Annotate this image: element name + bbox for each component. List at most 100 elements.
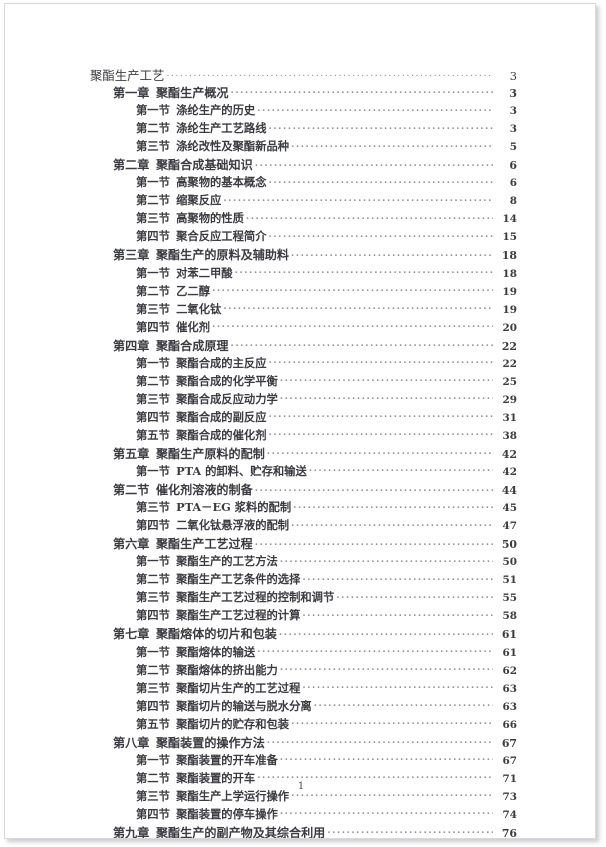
toc-entry-page-number: 3 xyxy=(509,105,517,118)
table-of-contents: 聚酯生产工艺3第一章聚酯生产概况3第一节涤纶生产的历史3第二节涤纶生产工艺路线3… xyxy=(5,4,595,839)
toc-entry-label: 第一节 PTA 的卸料、贮存和输送 xyxy=(136,463,309,479)
toc-entry-title: 涤纶生产工艺路线 xyxy=(176,121,267,136)
toc-entry-number: 第五章 xyxy=(113,446,150,461)
toc-entry-label: 第七章 聚酯熔体的切片和包装 xyxy=(113,625,279,642)
toc-entry-number: 第四节 xyxy=(136,229,170,244)
toc-entry-page-number: 19 xyxy=(502,303,517,316)
toc-entry-label: 第二节 涤纶生产工艺路线 xyxy=(136,120,269,136)
toc-entry-label: 第四节 聚合反应工程简介 xyxy=(136,228,269,244)
toc-dot-leader xyxy=(255,157,493,169)
toc-entry-title: 高聚物的基本概念 xyxy=(176,175,267,190)
toc-entry-number: 第八章 xyxy=(113,735,150,750)
toc-entry-number: 第一节 xyxy=(136,554,170,569)
toc-entry-page-number: 45 xyxy=(502,502,517,515)
toc-entry-page-number: 66 xyxy=(502,718,517,731)
toc-entry-label: 第一节 聚酯装置的开车准备 xyxy=(136,752,280,768)
toc-entry-label: 第四节 催化剂 xyxy=(136,319,212,335)
toc-entry-page-number: 3 xyxy=(509,69,517,83)
toc-entry-title: 聚酯生产概况 xyxy=(155,86,229,101)
toc-entry-number: 第三节 xyxy=(136,500,170,515)
toc-entry-title: 涤纶生产的历史 xyxy=(176,103,256,118)
toc-entry-section[interactable]: 第一节 PTA 的卸料、贮存和输送 42 xyxy=(5,463,595,481)
toc-entry-number: 第一章 xyxy=(113,86,150,101)
toc-entry-number: 第二节 xyxy=(136,193,170,208)
toc-dot-leader xyxy=(280,554,493,565)
toc-entry-label: 第三章 聚酯生产的原料及辅助料 xyxy=(113,246,291,263)
toc-entry-title: 聚酯生产的副产物及其综合利用 xyxy=(155,825,326,839)
toc-entry-label: 第三节 涤纶改性及聚酯新品种 xyxy=(136,138,291,154)
toc-entry-title[interactable]: 聚酯生产工艺 3 xyxy=(5,66,595,84)
toc-entry-label: 第一节 高聚物的基本概念 xyxy=(136,174,269,190)
toc-entry-title: 二氧化钛 xyxy=(176,301,222,316)
toc-entry-title: 聚酯合成的催化剂 xyxy=(176,427,267,442)
toc-entry-title: 高聚物的性质 xyxy=(176,211,244,226)
toc-entry-label: 第三节 聚酯切片生产的工艺过程 xyxy=(136,680,302,696)
toc-entry-page-number: 67 xyxy=(501,736,517,750)
toc-entry-label: 第五章 聚酯生产原料的配制 xyxy=(113,445,267,462)
toc-entry-page-number: 76 xyxy=(501,826,517,839)
toc-dot-leader xyxy=(280,662,493,673)
toc-entry-label: 第二节 聚酯熔体的挤出能力 xyxy=(136,662,280,678)
toc-entry-number: 第六章 xyxy=(113,537,150,552)
toc-entry-title: 聚酯装置的开车准备 xyxy=(176,752,278,767)
toc-entry-page-number: 8 xyxy=(509,195,517,208)
toc-entry-page-number: 18 xyxy=(502,267,517,280)
toc-dot-leader xyxy=(269,428,494,439)
toc-dot-leader xyxy=(280,374,493,385)
toc-entry-number: 第二章 xyxy=(113,158,150,173)
toc-entry-title: 聚酯熔体的切片和包装 xyxy=(155,627,277,642)
toc-entry-number: 第四节 xyxy=(136,319,170,334)
toc-dot-leader xyxy=(223,193,493,204)
toc-entry-number: 第三节 xyxy=(136,391,170,406)
toc-entry-section[interactable]: 第三节 PTA－EG 浆料的配制 45 xyxy=(5,499,595,517)
toc-entry-page-number: 47 xyxy=(502,520,517,533)
toc-entry-title: 聚酯生产工艺 xyxy=(90,68,165,83)
toc-entry-number: 第二节 xyxy=(136,373,170,388)
toc-dot-leader xyxy=(255,482,493,494)
toc-dot-leader xyxy=(302,680,493,691)
toc-entry-number: 第一节 xyxy=(136,265,170,280)
toc-entry-title: 催化剂溶液的制备 xyxy=(155,483,253,498)
toc-entry-number: 第二节 xyxy=(136,283,170,298)
